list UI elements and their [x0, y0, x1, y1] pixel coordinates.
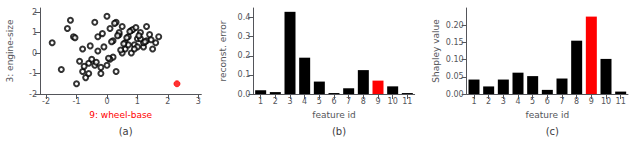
- svg-text:0.00: 0.00: [446, 90, 464, 99]
- svg-text:11: 11: [616, 97, 626, 106]
- svg-text:1: 1: [258, 97, 263, 106]
- svg-text:6: 6: [545, 97, 550, 106]
- svg-text:(c): (c): [546, 126, 559, 137]
- svg-text:1: 1: [135, 97, 140, 106]
- svg-text:-1: -1: [73, 97, 81, 106]
- svg-text:0.3: 0.3: [238, 32, 251, 41]
- svg-text:1: 1: [471, 97, 476, 106]
- svg-text:(a): (a): [119, 126, 133, 137]
- svg-text:reconst. error: reconst. error: [218, 20, 228, 81]
- svg-text:9: 9: [589, 97, 594, 106]
- svg-text:0.15: 0.15: [446, 38, 464, 47]
- svg-text:9: 9: [375, 97, 380, 106]
- svg-text:5: 5: [317, 97, 322, 106]
- svg-text:0.10: 0.10: [446, 55, 464, 64]
- svg-text:3: 3: [287, 97, 292, 106]
- svg-text:8: 8: [574, 97, 579, 106]
- svg-text:-2: -2: [29, 90, 37, 99]
- svg-text:10: 10: [601, 97, 611, 106]
- svg-text:0.20: 0.20: [446, 21, 464, 30]
- svg-text:5: 5: [530, 97, 535, 106]
- svg-text:9: wheel-base: 9: wheel-base: [89, 110, 152, 120]
- svg-text:4: 4: [515, 97, 520, 106]
- svg-text:6: 6: [331, 97, 336, 106]
- svg-text:10: 10: [388, 97, 398, 106]
- svg-text:feature id: feature id: [526, 110, 570, 120]
- svg-text:2: 2: [165, 97, 170, 106]
- svg-text:-2: -2: [42, 97, 50, 106]
- svg-text:0: 0: [104, 97, 109, 106]
- svg-text:4: 4: [302, 97, 307, 106]
- svg-text:0.05: 0.05: [446, 72, 464, 81]
- svg-text:3: 3: [196, 97, 201, 106]
- svg-text:2: 2: [32, 8, 37, 17]
- svg-text:11: 11: [402, 97, 412, 106]
- svg-text:2: 2: [273, 97, 278, 106]
- svg-text:2: 2: [486, 97, 491, 106]
- svg-text:3: engine-size: 3: engine-size: [5, 19, 15, 82]
- svg-text:-1: -1: [29, 69, 37, 78]
- svg-text:0.0: 0.0: [238, 90, 251, 99]
- svg-text:0.4: 0.4: [238, 13, 251, 22]
- svg-text:Shapley value: Shapley value: [431, 19, 441, 83]
- svg-text:0.1: 0.1: [238, 70, 251, 79]
- svg-text:feature id: feature id: [312, 110, 356, 120]
- svg-text:7: 7: [346, 97, 351, 106]
- svg-text:8: 8: [361, 97, 366, 106]
- svg-text:(b): (b): [332, 126, 346, 137]
- svg-text:3: 3: [501, 97, 506, 106]
- svg-text:1: 1: [32, 28, 37, 37]
- svg-text:0: 0: [32, 49, 37, 58]
- svg-text:0.2: 0.2: [238, 51, 251, 60]
- svg-text:7: 7: [559, 97, 564, 106]
